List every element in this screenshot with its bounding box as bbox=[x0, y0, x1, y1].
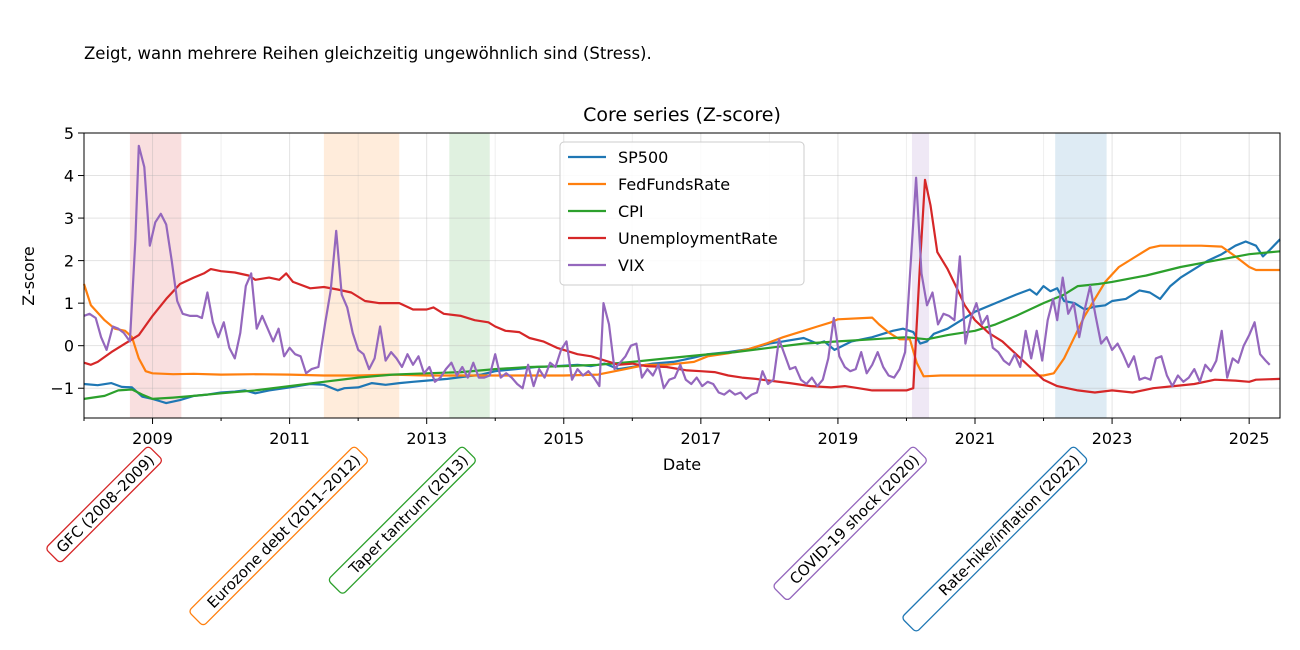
y-tick-label: 2 bbox=[64, 252, 74, 271]
x-tick-label: 2017 bbox=[680, 429, 721, 448]
x-tick-label: 2013 bbox=[406, 429, 447, 448]
annotation-box bbox=[328, 446, 476, 594]
annotation-label: COVID-19 shock (2020) bbox=[786, 451, 923, 588]
series-line-fedfundsrate bbox=[82, 244, 1280, 378]
chart-caption: Zeigt, wann mehrere Reihen gleichzeitig … bbox=[84, 44, 652, 63]
y-tick-label: −1 bbox=[50, 379, 74, 398]
plot-frame bbox=[83, 132, 1281, 419]
legend-label: FedFundsRate bbox=[618, 175, 730, 194]
period-annotation-0: GFC (2008–2009) bbox=[46, 446, 163, 563]
x-axis-ticks: 2009 2011 2013 2015 2017 2019 2021 2023 2025 bbox=[83, 418, 1270, 448]
y-tick-label: 4 bbox=[64, 167, 74, 186]
series-line-vix bbox=[83, 144, 1271, 400]
x-tick-label: 2015 bbox=[543, 429, 584, 448]
legend-label: CPI bbox=[618, 202, 644, 221]
y-tick-label: 5 bbox=[64, 124, 74, 143]
annotation-label: GFC (2008–2009) bbox=[53, 451, 158, 556]
x-tick-label: 2009 bbox=[132, 429, 173, 448]
y-axis-ticks: −1 0 1 2 3 4 5 bbox=[50, 124, 84, 398]
legend-label: VIX bbox=[618, 256, 645, 275]
shaded-period-1 bbox=[323, 133, 400, 418]
x-tick-label: 2025 bbox=[1229, 429, 1270, 448]
period-annotation-4: Rate-hike/inflation (2022) bbox=[902, 446, 1088, 632]
legend-label: SP500 bbox=[618, 148, 668, 167]
legend-box bbox=[559, 141, 805, 286]
series-line-cpi bbox=[83, 250, 1281, 400]
period-annotation-1: Eurozone debt (2011–2012) bbox=[189, 446, 369, 626]
x-axis-label: Date bbox=[663, 455, 701, 474]
annotation-box bbox=[46, 446, 163, 563]
period-annotation-3: COVID-19 shock (2020) bbox=[773, 446, 927, 601]
y-tick-label: 0 bbox=[64, 337, 74, 356]
chart-title: Core series (Z-score) bbox=[583, 104, 781, 126]
x-tick-label: 2019 bbox=[818, 429, 859, 448]
x-tick-label: 2021 bbox=[955, 429, 996, 448]
x-tick-label: 2011 bbox=[269, 429, 310, 448]
y-axis-label: Z-score bbox=[19, 246, 38, 305]
series-line-unemploymentrate bbox=[83, 178, 1281, 394]
legend-label: UnemploymentRate bbox=[618, 229, 778, 248]
annotation-box bbox=[189, 446, 369, 626]
x-tick-label: 2023 bbox=[1092, 429, 1133, 448]
annotation-box bbox=[773, 446, 927, 601]
annotation-label: Rate-hike/inflation (2022) bbox=[935, 451, 1083, 599]
y-tick-label: 3 bbox=[64, 209, 74, 228]
shaded-periods bbox=[129, 133, 1107, 418]
annotation-label: Taper tantrum (2013) bbox=[345, 451, 472, 578]
y-tick-label: 1 bbox=[64, 294, 74, 313]
chart-legend: SP500 FedFundsRate CPI UnemploymentRate VIX bbox=[559, 141, 805, 286]
series-lines bbox=[82, 144, 1281, 405]
period-annotations: GFC (2008–2009) Eurozone debt (2011–2012)… bbox=[46, 446, 1088, 632]
annotation-box bbox=[902, 446, 1088, 632]
shaded-period-4 bbox=[1055, 133, 1107, 418]
